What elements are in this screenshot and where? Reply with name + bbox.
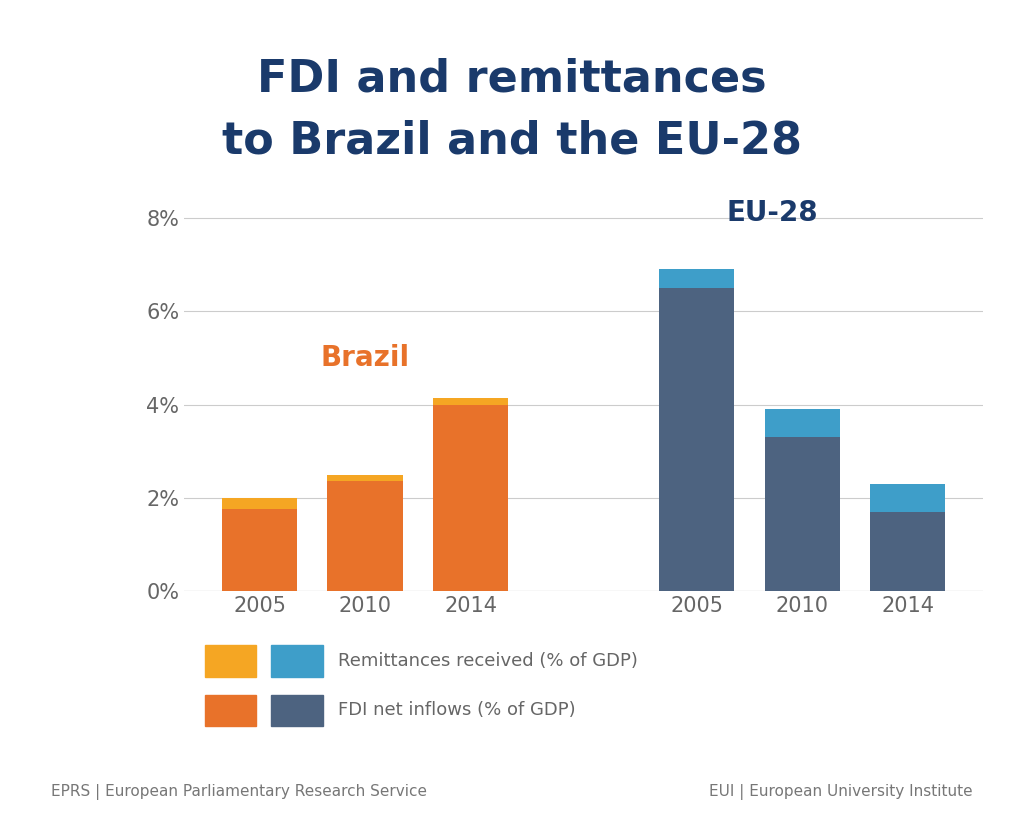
Text: EUI | European University Institute: EUI | European University Institute bbox=[710, 785, 973, 800]
Bar bbox=[765, 437, 840, 591]
Text: Remittances received (% of GDP): Remittances received (% of GDP) bbox=[338, 652, 638, 670]
Text: EPRS | European Parliamentary Research Service: EPRS | European Parliamentary Research S… bbox=[51, 785, 427, 800]
Text: EU-28: EU-28 bbox=[726, 200, 818, 227]
Bar bbox=[870, 511, 945, 591]
Bar bbox=[328, 475, 402, 481]
Text: FDI and remittances: FDI and remittances bbox=[257, 57, 767, 100]
Bar bbox=[659, 288, 734, 591]
Bar bbox=[433, 397, 508, 405]
Text: to Brazil and the EU-28: to Brazil and the EU-28 bbox=[222, 119, 802, 162]
Bar bbox=[222, 498, 297, 510]
Bar bbox=[222, 510, 297, 591]
Bar bbox=[328, 481, 402, 591]
Bar bbox=[765, 409, 840, 437]
Bar bbox=[659, 269, 734, 288]
Bar bbox=[433, 405, 508, 591]
Text: FDI net inflows (% of GDP): FDI net inflows (% of GDP) bbox=[338, 701, 575, 719]
Bar bbox=[870, 484, 945, 511]
Text: Brazil: Brazil bbox=[321, 344, 410, 372]
